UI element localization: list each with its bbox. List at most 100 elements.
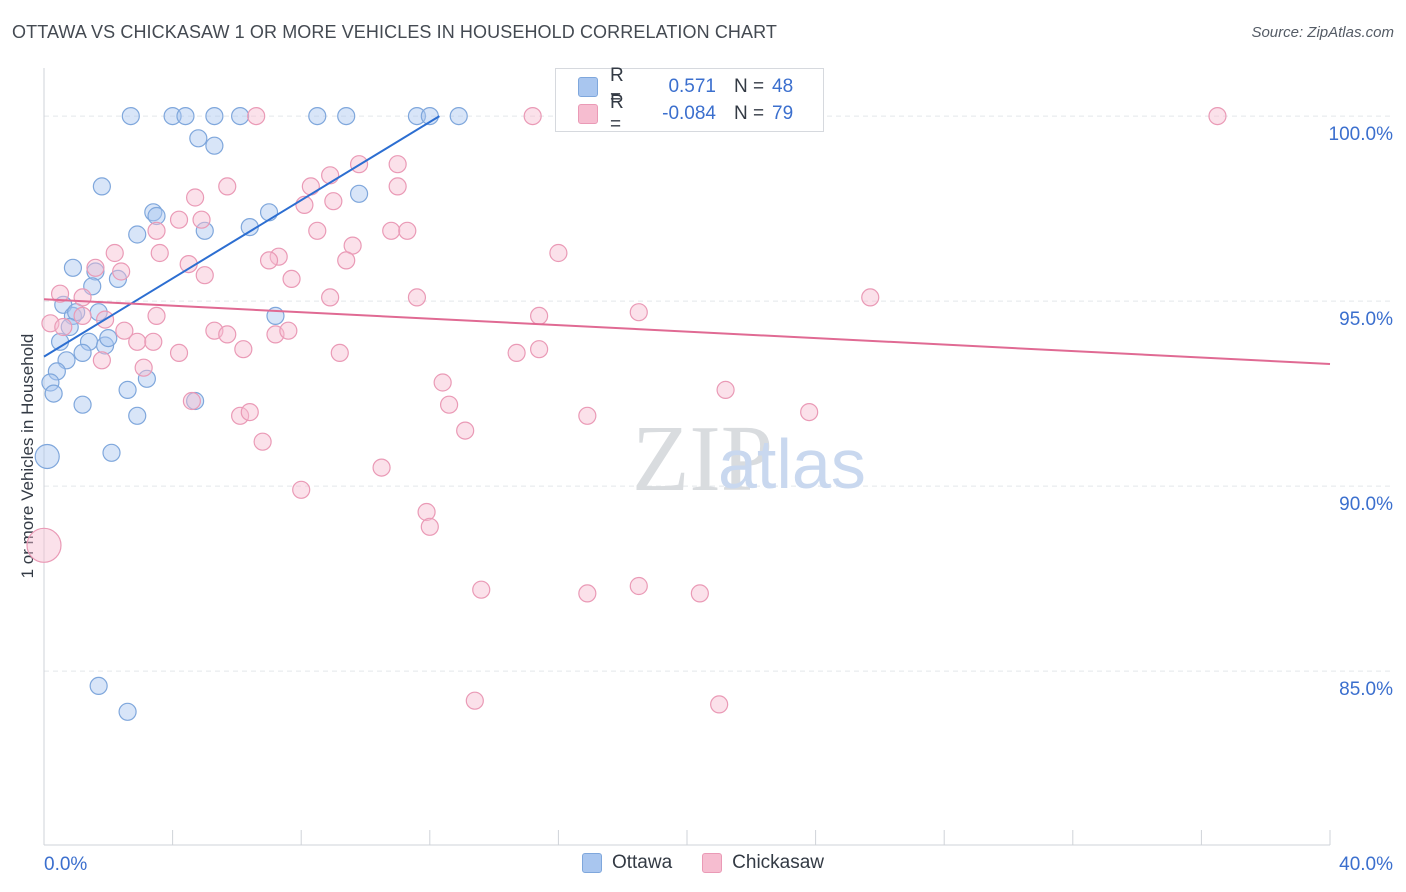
n-label: N = [734, 76, 772, 98]
chickasaw-point [579, 407, 596, 424]
chickasaw-point [508, 344, 525, 361]
ottawa-point [100, 330, 117, 347]
legend-label-ottawa: Ottawa [612, 852, 672, 874]
chickasaw-point [280, 322, 297, 339]
chickasaw-point [74, 289, 91, 306]
ottawa-point [90, 677, 107, 694]
chickasaw-point [331, 344, 348, 361]
chickasaw-point [418, 504, 435, 521]
ottawa-point [338, 108, 355, 125]
y-tick-label: 100.0% [1329, 124, 1394, 145]
chickasaw-point [399, 222, 416, 239]
ottawa-point [129, 226, 146, 243]
chickasaw-point [338, 252, 355, 269]
chickasaw-point [241, 404, 258, 421]
chickasaw-point [421, 518, 438, 535]
ottawa-point [177, 108, 194, 125]
trend-lines [44, 116, 1330, 364]
chickasaw-point [322, 289, 339, 306]
ottawa-point [35, 445, 59, 469]
chickasaw-point [87, 259, 104, 276]
chickasaw-point [389, 156, 406, 173]
ottawa-point [351, 185, 368, 202]
chickasaw-point [383, 222, 400, 239]
chickasaw-swatch [578, 104, 598, 124]
chickasaw-point [219, 178, 236, 195]
n-label: N = [734, 103, 772, 125]
chickasaw-point [630, 578, 647, 595]
chickasaw-point [235, 341, 252, 358]
chickasaw-point [196, 267, 213, 284]
ottawa-point [74, 396, 91, 413]
chickasaw-point [531, 307, 548, 324]
chickasaw-point [711, 696, 728, 713]
y-tick-label: 95.0% [1339, 309, 1393, 330]
chickasaw-point [302, 178, 319, 195]
chickasaw-point [27, 528, 61, 562]
chickasaw-point [148, 222, 165, 239]
scatter-plot: ZIP atlas 100.0%95.0%90.0%85.0%0.0% 40.0% [0, 0, 1406, 892]
chickasaw-point [248, 108, 265, 125]
ottawa-point [129, 407, 146, 424]
ottawa-point [206, 137, 223, 154]
chickasaw-point [373, 459, 390, 476]
watermark-atlas: atlas [718, 425, 866, 503]
chickasaw-point [322, 167, 339, 184]
ottawa-point [74, 344, 91, 361]
data-points [27, 108, 1226, 721]
chickasaw-point [135, 359, 152, 376]
ottawa-swatch [582, 853, 602, 873]
ottawa-point [64, 259, 81, 276]
watermark: ZIP atlas [632, 407, 866, 511]
legend-item-chickasaw[interactable]: Chickasaw [702, 852, 824, 874]
chickasaw-point [148, 307, 165, 324]
ottawa-point [309, 108, 326, 125]
stats-row-chickasaw: R = -0.084 N = 79 [578, 102, 793, 126]
ottawa-point [206, 108, 223, 125]
chickasaw-point [55, 319, 72, 336]
ottawa-point [232, 108, 249, 125]
chickasaw-point [691, 585, 708, 602]
stats-legend: R = 0.571 N = 48 R = -0.084 N = 79 [555, 68, 824, 132]
chickasaw-point [325, 193, 342, 210]
chickasaw-point [151, 245, 168, 262]
ottawa-point [190, 130, 207, 147]
chickasaw-point [187, 189, 204, 206]
chickasaw-point [254, 433, 271, 450]
chickasaw-point [531, 341, 548, 358]
ottawa-point [119, 381, 136, 398]
chickasaw-point [579, 585, 596, 602]
ottawa-point [122, 108, 139, 125]
chickasaw-point [408, 289, 425, 306]
chickasaw-point [862, 289, 879, 306]
chickasaw-point [293, 481, 310, 498]
chickasaw-point [630, 304, 647, 321]
ottawa-point [45, 385, 62, 402]
chickasaw-point [457, 422, 474, 439]
chickasaw-point [434, 374, 451, 391]
chickasaw-point [93, 352, 110, 369]
ottawa-point [103, 444, 120, 461]
chickasaw-point [473, 581, 490, 598]
chickasaw-point [145, 333, 162, 350]
chickasaw-point [171, 344, 188, 361]
chickasaw-point [113, 263, 130, 280]
ottawa-point [450, 108, 467, 125]
ottawa-swatch [578, 77, 598, 97]
chickasaw-point [309, 222, 326, 239]
chickasaw-point [129, 333, 146, 350]
chickasaw-point [219, 326, 236, 343]
chickasaw-point [261, 252, 278, 269]
legend-item-ottawa[interactable]: Ottawa [582, 852, 672, 874]
chickasaw-point [106, 245, 123, 262]
r-value: -0.084 [640, 103, 716, 125]
chickasaw-point [183, 393, 200, 410]
y-tick-label: 90.0% [1339, 494, 1393, 515]
chickasaw-point [441, 396, 458, 413]
chickasaw-point [74, 307, 91, 324]
chickasaw-swatch [702, 853, 722, 873]
chickasaw-point [524, 108, 541, 125]
chickasaw-point [193, 211, 210, 228]
n-value: 48 [772, 76, 793, 98]
y-tick-label: 85.0% [1339, 679, 1393, 700]
